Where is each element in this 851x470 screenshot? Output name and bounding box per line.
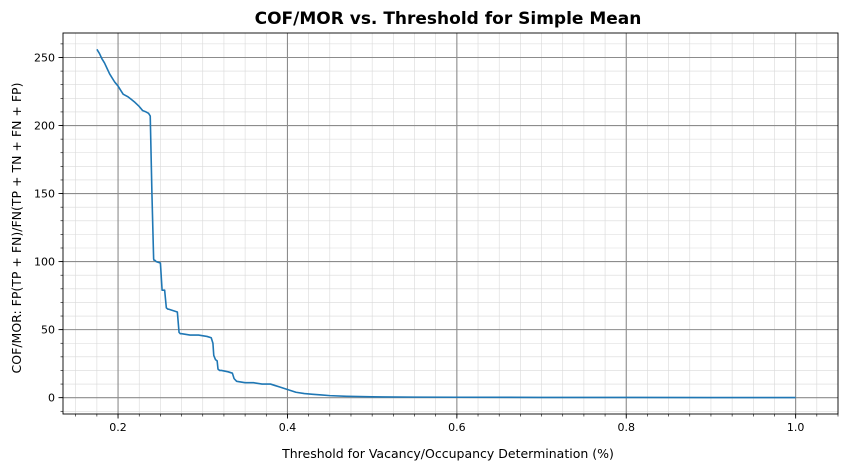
- y-tick-label: 250: [34, 51, 55, 64]
- x-tick-label: 0.6: [448, 421, 466, 434]
- series-line: [96, 48, 796, 399]
- x-tick-label: 0.8: [618, 421, 636, 434]
- x-axis-label: Threshold for Vacancy/Occupancy Determin…: [281, 446, 614, 461]
- series-layer: [96, 48, 796, 399]
- y-tick-label: 0: [48, 392, 55, 405]
- tick-labels: 0.2 0.4 0.6 0.8 1.0 0 50 100 150 200 250: [34, 51, 804, 434]
- x-tick-label: 1.0: [787, 421, 805, 434]
- x-tick-label: 0.4: [279, 421, 297, 434]
- x-tick-label: 0.2: [109, 421, 127, 434]
- ticks: [58, 43, 839, 419]
- y-tick-label: 200: [34, 120, 55, 133]
- chart-title: COF/MOR vs. Threshold for Simple Mean: [255, 9, 642, 29]
- plot-frame: [62, 32, 839, 415]
- y-tick-label: 50: [41, 324, 55, 337]
- y-tick-label: 150: [34, 188, 55, 201]
- major-grid: [63, 33, 838, 414]
- y-tick-label: 100: [34, 256, 55, 269]
- y-axis-label: COF/MOR: FP(TP + FN)/FN(TP + TN + FN + F…: [9, 83, 24, 374]
